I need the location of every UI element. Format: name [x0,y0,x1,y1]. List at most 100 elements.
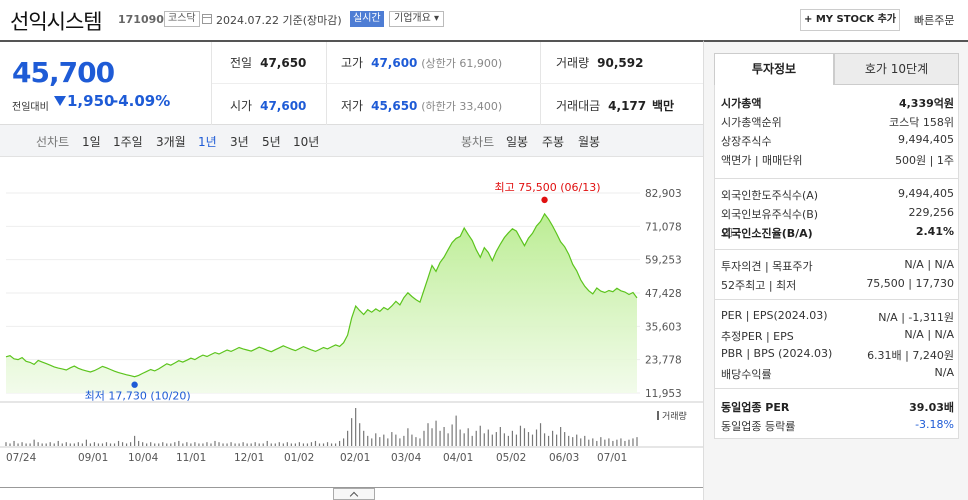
my-stock-add-button[interactable]: + MY STOCK 추가 [800,9,900,31]
current-price-box: 45,700 전일대비 1,950 -4.09% [0,42,212,125]
period-1w[interactable]: 1주일 [113,135,143,149]
volume-bar [234,443,236,446]
volume-bar [25,443,27,446]
volume-bar [411,434,413,446]
volume-bar [270,443,272,446]
tab-order-book[interactable]: 호가 10단계 [834,53,959,85]
volume-bar [535,429,538,446]
volume-bar [89,443,92,446]
trade-value: 거래대금 4,177 백만 [556,99,675,113]
volume-bar [560,427,562,446]
market-badge: 코스닥 [164,11,200,27]
volume-bar [451,424,453,446]
info-row: 외국인소진율(B/A)? 2.41% [721,225,954,240]
info-row: 투자의견 | 목표주가 N/A | N/A [721,258,954,273]
volume-bar [73,443,75,446]
volume-bar [117,440,120,446]
volume-bar [262,443,264,446]
realtime-button[interactable]: 실시간 [350,11,384,27]
volume-bar [37,442,39,446]
volume-bar [214,440,216,446]
volume-bar [407,428,409,446]
period-1y[interactable]: 1년 [198,135,217,149]
volume-bar [419,438,421,446]
quick-order-link[interactable]: 빠른주문 [914,14,955,27]
volume-bar [427,423,429,446]
y-tick-label: 23,778 [645,355,682,367]
volume-bar [491,434,493,446]
candle-daily[interactable]: 일봉 [506,135,529,149]
info-row: 배당수익률 N/A [721,366,954,381]
volume-bar [226,443,228,446]
info-row: 52주최고 | 최저 75,500 | 17,730 [721,277,954,292]
price-line [5,212,638,378]
candle-weekly[interactable]: 주봉 [542,135,565,149]
volume-bar [230,442,232,446]
volume-bar [178,440,180,446]
volume-bar [547,435,550,446]
volume-bar [21,442,23,446]
candle-monthly[interactable]: 월봉 [578,135,601,149]
info-row: 시가총액 4,339억원 [721,97,954,110]
period-3y[interactable]: 3년 [230,135,249,149]
price-area [6,213,637,393]
x-tick-label: 06/03 [549,452,579,464]
x-tick-label: 10/04 [128,452,159,464]
high-price: 고가 47,600 (상한가 61,900) [341,56,503,70]
volume: 거래량 90,592 [556,56,644,70]
help-icon[interactable]: ? [723,228,732,237]
current-price: 45,700 [12,56,115,89]
volume-bar [250,443,252,446]
volume-bar [282,443,284,446]
candle-chart-label: 봉차트 [461,135,495,149]
volume-bar [343,438,345,446]
price-chart[interactable]: 82,903 71,078 59,253 47,428 35,603 23,778 11,9… [0,157,703,487]
volume-bar [580,438,582,446]
y-tick-label: 47,428 [645,288,682,300]
volume-bar [278,442,280,446]
volume-bar [314,440,317,446]
collapse-chart-button[interactable] [333,488,375,500]
volume-bar [351,418,353,446]
volume-bar [182,443,184,446]
volume-bar [218,442,220,446]
volume-bar [310,442,313,446]
volume-bar [222,443,224,446]
volume-bar [363,430,365,446]
volume-bar [150,442,152,446]
company-info-dropdown[interactable]: 기업개요 ▾ [389,11,444,27]
high-marker [541,196,548,204]
volume-bar [125,443,128,446]
period-3m[interactable]: 3개월 [156,135,186,149]
volume-bar [322,443,325,446]
volume-bar [330,443,333,446]
volume-bar [162,442,164,446]
volume-bar [628,439,630,446]
volume-bar [443,427,445,446]
tab-investment-info[interactable]: 투자정보 [714,53,834,85]
period-5y[interactable]: 5년 [262,135,281,149]
volume-bar [17,443,19,446]
volume-bar [41,443,43,446]
x-tick-label: 04/01 [443,452,473,464]
info-row: 상장주식수 9,494,405 [721,133,954,148]
volume-bar [399,438,401,446]
low-marker [131,381,138,388]
volume-bar [146,443,148,446]
volume-bar [592,438,594,446]
period-10y[interactable]: 10년 [293,135,320,149]
info-row: 외국인보유주식수(B) 229,256 [721,206,954,221]
volume-bar [202,443,204,446]
volume-bar [483,433,485,446]
header: 선익시스템 171090 코스닥 2024.07.22 기준(장마감) 실시간 … [0,0,968,40]
volume-bar [254,442,256,446]
x-tick-label: 05/02 [496,452,526,464]
volume-bar [556,434,558,446]
info-row: 동일업종 PER 39.03배 [721,401,954,414]
volume-bar [134,435,136,446]
opinion-section: 투자의견 | 목표주가 N/A | N/A 52주최고 | 최저 75,500 | … [714,250,959,299]
open-price: 시가 47,600 [230,99,307,113]
volume-bar [198,443,200,446]
period-1d[interactable]: 1일 [82,135,101,149]
info-row: 추정PER | EPS N/A | N/A [721,328,954,343]
